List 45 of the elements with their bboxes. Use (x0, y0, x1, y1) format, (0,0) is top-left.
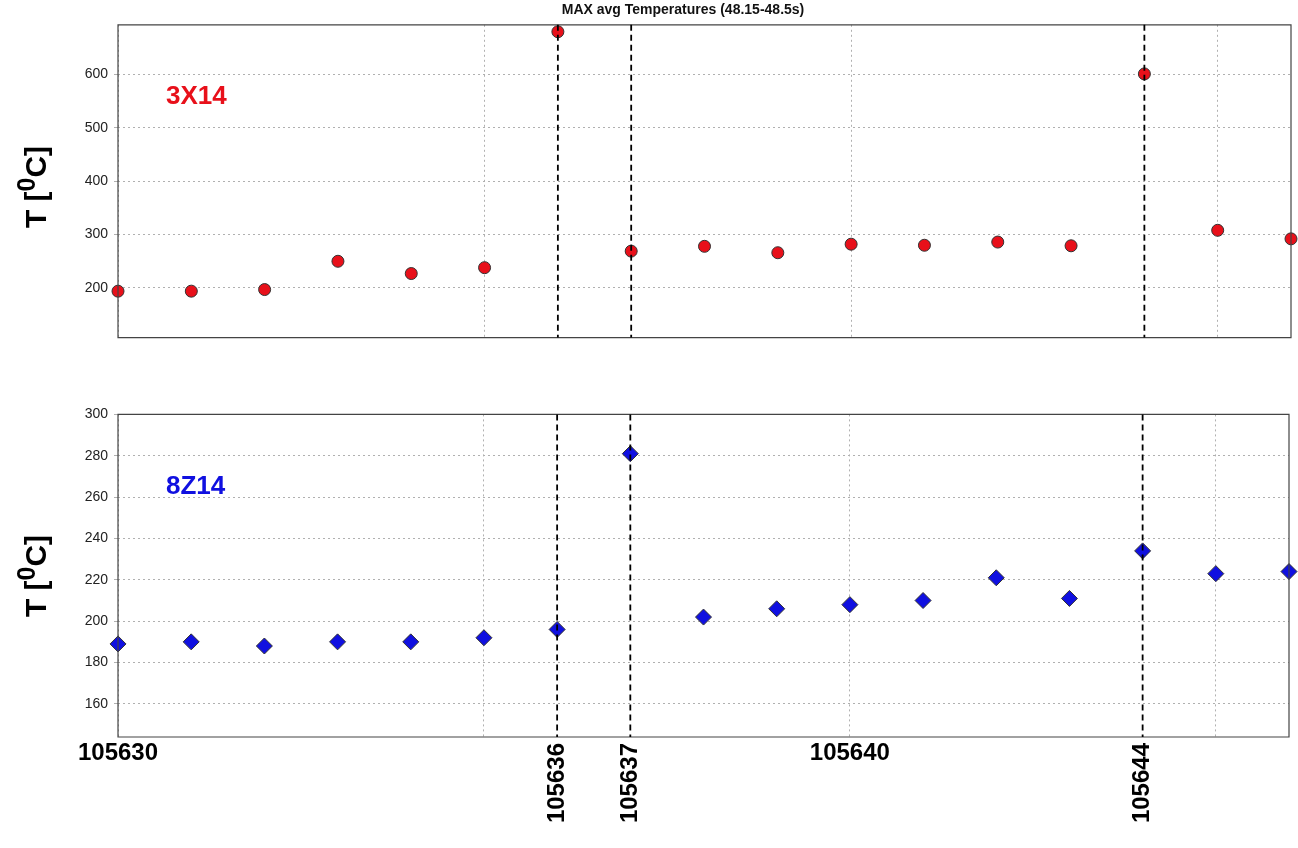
point (331, 254, 345, 268)
y-tick-label: 240 (84, 529, 109, 546)
y-tick-label: 260 (84, 487, 109, 504)
point (184, 284, 198, 298)
point (402, 633, 420, 651)
point (182, 633, 200, 651)
y-tick-label: 200 (84, 278, 109, 295)
point (1207, 565, 1225, 583)
point (255, 637, 273, 655)
point (475, 629, 493, 647)
x-tick-label: 105640 (809, 738, 890, 766)
chart-title: MAX avg Temperatures (48.15-48.5s) (561, 1, 805, 18)
point (991, 235, 1005, 249)
point (771, 246, 785, 260)
point (695, 608, 712, 626)
point (917, 238, 931, 252)
y-tick-label: 400 (84, 172, 109, 189)
y-tick-label: 200 (84, 612, 109, 629)
point (1060, 589, 1078, 607)
point (841, 596, 859, 614)
point (844, 237, 858, 251)
y-tick-label: 300 (84, 405, 109, 422)
y-tick-label: 220 (84, 570, 109, 587)
y-tick-label: 300 (84, 225, 109, 242)
point (914, 592, 932, 610)
point (329, 633, 347, 651)
x-tick-label: 105630 (77, 738, 159, 766)
point (768, 600, 786, 618)
point (987, 569, 1005, 587)
y-tick-label: 600 (84, 65, 109, 82)
point (1064, 239, 1078, 253)
text: 3X14 (166, 79, 228, 110)
y-tick-label: 500 (84, 118, 109, 135)
point (404, 267, 418, 281)
point (698, 239, 711, 253)
y-tick-label: 160 (84, 694, 109, 711)
point (478, 261, 492, 275)
ref-line-label: 105644 (1127, 742, 1155, 824)
text: 8Z14 (166, 469, 226, 500)
point (258, 283, 272, 297)
ref-line-label: 105637 (614, 743, 642, 824)
point (1211, 223, 1225, 237)
y-tick-label: 180 (84, 653, 109, 670)
ref-line-label: 105636 (541, 743, 569, 824)
y-tick-label: 280 (84, 446, 109, 463)
